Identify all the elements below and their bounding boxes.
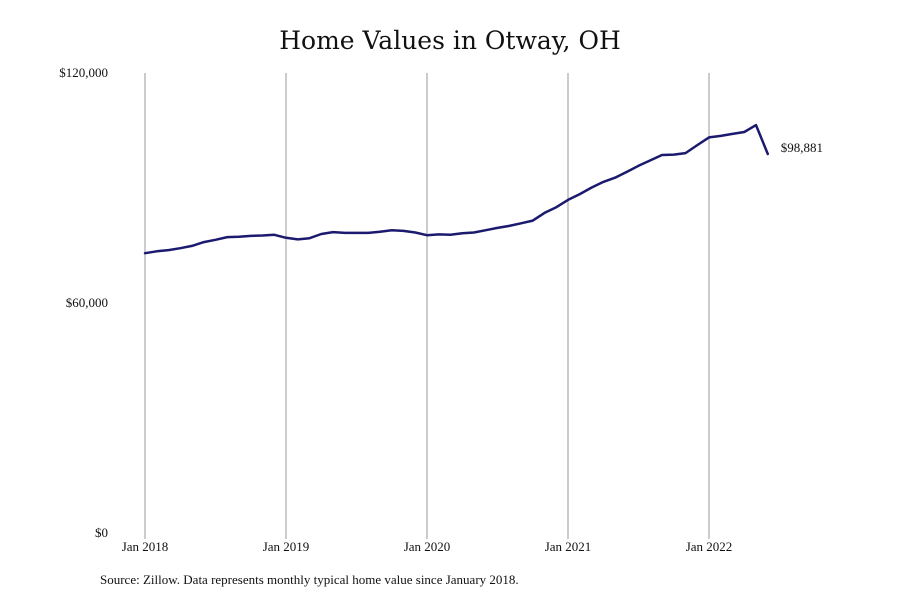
home-value-line — [143, 123, 770, 255]
y-tick-label: $0 — [95, 525, 108, 540]
end-value-label: $98,881 — [781, 140, 823, 155]
y-axis-ticks: $0 $60,000 $120,000 — [59, 65, 108, 540]
x-tick-label: Jan 2022 — [686, 539, 733, 554]
x-axis-ticks: Jan 2018 Jan 2019 Jan 2020 Jan 2021 Jan 2022 — [122, 539, 733, 554]
chart-title: Home Values in Otway, OH — [279, 26, 621, 55]
y-tick-label: $120,000 — [59, 65, 108, 80]
x-tick-label: Jan 2018 — [122, 539, 169, 554]
y-tick-label: $60,000 — [66, 295, 108, 310]
x-tick-label: Jan 2021 — [545, 539, 592, 554]
source-note: Source: Zillow. Data represents monthly … — [100, 572, 519, 587]
x-tick-label: Jan 2019 — [263, 539, 310, 554]
grid-lines — [144, 73, 710, 539]
x-tick-label: Jan 2020 — [404, 539, 451, 554]
